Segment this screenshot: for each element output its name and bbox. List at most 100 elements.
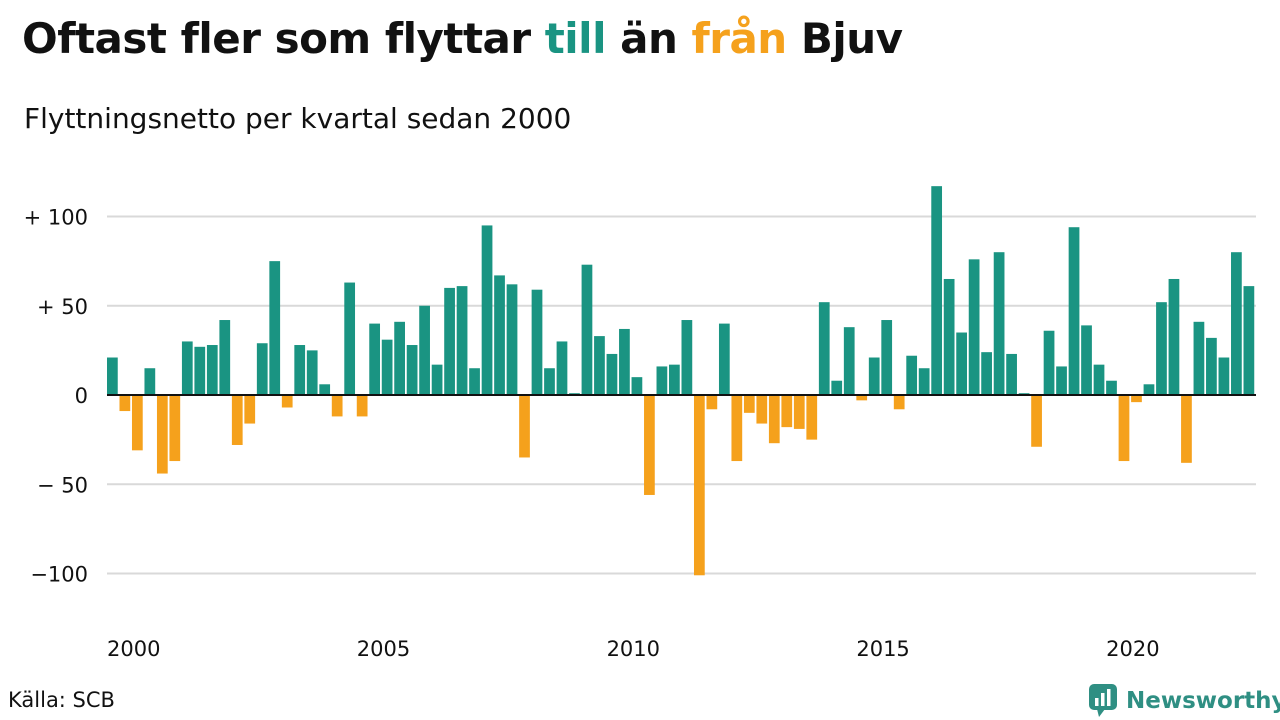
chart-title: Oftast fler som flyttar till än från Bju…: [22, 14, 903, 63]
bar: [1093, 364, 1105, 395]
bar: [943, 278, 955, 395]
y-tick-label: + 100: [24, 206, 88, 230]
bar: [419, 305, 430, 395]
x-tick-label: 2005: [357, 637, 410, 661]
bar: [1193, 321, 1205, 395]
bar: [1106, 380, 1117, 395]
bar: [931, 186, 943, 395]
bar: [369, 323, 381, 395]
bar: [706, 395, 718, 410]
bar: [1081, 325, 1092, 395]
bar: [456, 286, 468, 395]
x-tick-label: 2015: [856, 637, 909, 661]
bar: [394, 321, 405, 395]
bar: [1068, 227, 1080, 395]
x-tick-label: 2000: [107, 637, 160, 661]
bar: [743, 395, 755, 413]
bar: [381, 339, 393, 396]
bar: [868, 357, 880, 395]
bar: [594, 336, 605, 395]
bar: [893, 395, 905, 410]
bar: [294, 345, 306, 395]
brand-name: Newsworthy: [1126, 688, 1280, 714]
bar: [1231, 252, 1242, 395]
bar: [306, 350, 318, 396]
bar: [956, 332, 967, 395]
bar: [556, 341, 568, 395]
bar: [906, 355, 918, 395]
bar: [206, 345, 218, 395]
bar: [1181, 395, 1192, 463]
bar: [669, 364, 680, 395]
bar: [656, 366, 668, 395]
bar: [968, 259, 980, 395]
bar: [256, 343, 268, 396]
bar: [144, 368, 156, 395]
bar: [194, 346, 206, 396]
bar: [544, 368, 555, 395]
bar: [1031, 395, 1042, 447]
bar: [406, 345, 418, 395]
brand: Newsworthy: [1088, 683, 1280, 719]
bar: [1118, 395, 1130, 462]
bar: [506, 284, 518, 395]
bar: [918, 368, 930, 395]
bar: [269, 261, 281, 396]
bar: [768, 395, 780, 444]
y-tick-label: 0: [75, 384, 88, 408]
newsworthy-logo-icon: [1089, 684, 1117, 717]
bar: [993, 252, 1005, 395]
bar: [219, 320, 231, 395]
bar: [1218, 357, 1230, 395]
bar: [793, 395, 805, 429]
bar: [1056, 366, 1067, 395]
bar: [107, 357, 118, 395]
title-part-2: än: [605, 14, 692, 63]
bar: [781, 395, 793, 428]
bar: [181, 341, 193, 395]
bar: [494, 275, 505, 395]
bar: [818, 302, 830, 395]
bar-chart: + 100 + 50 0 − 50 −100 2000 2005 2010 2015 2020: [24, 186, 1256, 661]
bar: [169, 395, 181, 462]
bar: [519, 395, 530, 458]
bar: [644, 395, 655, 495]
bar: [631, 377, 643, 395]
bar: [1243, 286, 1255, 395]
bar: [231, 395, 243, 445]
bar: [531, 289, 543, 395]
bar: [131, 395, 143, 451]
bar: [244, 395, 256, 424]
bar: [1143, 384, 1155, 395]
bar: [981, 352, 992, 395]
x-tick-label: 2020: [1106, 637, 1159, 661]
bar: [1156, 302, 1167, 395]
bar: [806, 395, 818, 440]
y-tick-label: −100: [30, 563, 88, 587]
bar: [431, 364, 443, 395]
bar: [881, 320, 893, 395]
bar: [693, 395, 705, 576]
title-highlight-fran: från: [691, 14, 787, 63]
bar: [319, 384, 331, 395]
bar: [156, 395, 168, 474]
bar: [1006, 353, 1017, 395]
bar: [1168, 278, 1180, 395]
bar: [731, 395, 743, 462]
bar: [681, 320, 693, 395]
bar: [581, 264, 593, 395]
bar: [331, 395, 343, 417]
bar: [843, 327, 855, 395]
axis: + 100 + 50 0 − 50 −100 2000 2005 2010 2015 2020: [24, 206, 1256, 661]
title-part-1: Oftast fler som flyttar: [22, 14, 545, 63]
bar: [831, 380, 843, 395]
bar: [481, 225, 493, 395]
bar: [718, 323, 730, 395]
bar: [1043, 330, 1055, 395]
chart-subtitle: Flyttningsnetto per kvartal sedan 2000: [24, 102, 572, 135]
bar: [281, 395, 293, 408]
y-tick-label: + 50: [37, 295, 88, 319]
bar: [856, 395, 868, 401]
bar: [606, 353, 618, 395]
bar: [356, 395, 368, 417]
